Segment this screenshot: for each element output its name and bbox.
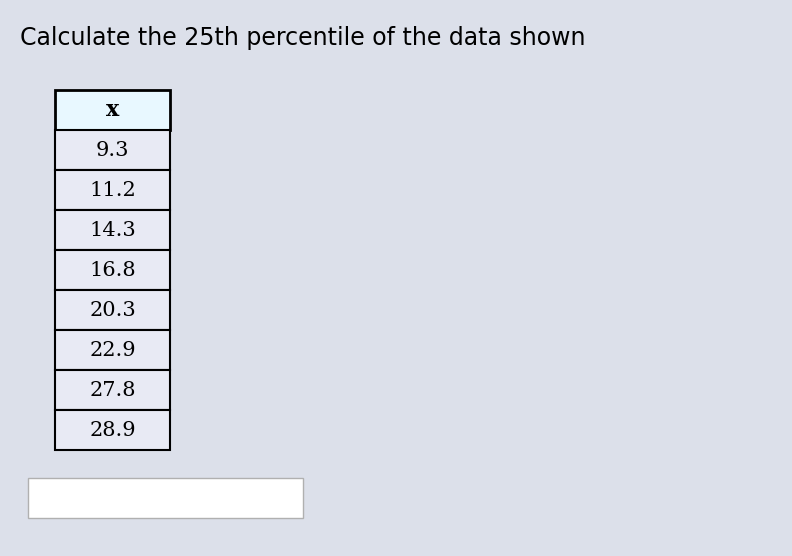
Bar [55,250,170,290]
Bar [55,370,170,410]
Text: 16.8: 16.8 [89,261,135,280]
Bar [55,290,170,330]
Text: 27.8: 27.8 [89,380,135,400]
Bar [55,410,170,450]
Text: x: x [106,99,119,121]
Bar [55,330,170,370]
Text: 20.3: 20.3 [89,300,136,320]
Bar [55,210,170,250]
Bar [55,170,170,210]
Bar [55,130,170,170]
Text: 14.3: 14.3 [89,221,136,240]
Text: 9.3: 9.3 [96,141,129,160]
Text: 28.9: 28.9 [89,420,135,439]
Text: 22.9: 22.9 [89,340,135,360]
Text: Calculate the 25th percentile of the data shown: Calculate the 25th percentile of the dat… [20,26,585,50]
Bar [28,478,303,518]
Bar [55,90,170,130]
Text: 11.2: 11.2 [89,181,136,200]
